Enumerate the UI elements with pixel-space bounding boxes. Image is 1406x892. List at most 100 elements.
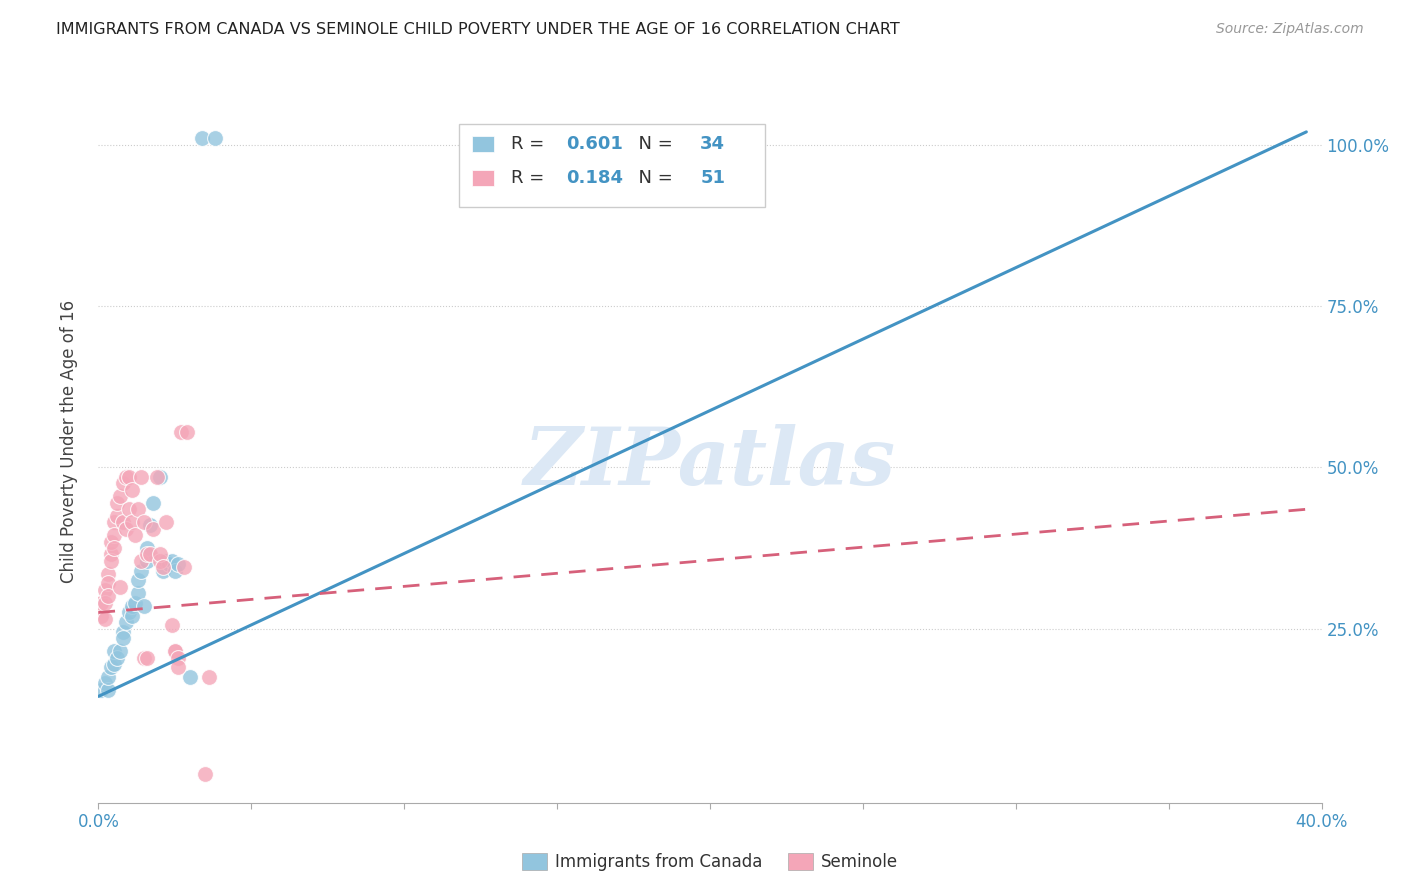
- Point: [111, 624, 134, 639]
- Point: [197, 670, 219, 684]
- Point: [157, 557, 180, 571]
- Text: N =: N =: [627, 169, 678, 186]
- Text: N =: N =: [627, 135, 678, 153]
- Point: [136, 548, 159, 562]
- Point: [90, 682, 112, 697]
- Point: [136, 554, 159, 568]
- Point: [108, 644, 131, 658]
- Text: 51: 51: [700, 169, 725, 186]
- Point: [121, 599, 143, 613]
- Point: [142, 496, 165, 510]
- Point: [97, 590, 120, 604]
- Point: [93, 676, 115, 690]
- Point: [191, 131, 214, 145]
- Point: [129, 564, 152, 578]
- Point: [136, 650, 159, 665]
- FancyBboxPatch shape: [471, 169, 495, 186]
- Point: [129, 470, 152, 484]
- Point: [100, 534, 122, 549]
- Point: [100, 548, 122, 562]
- Point: [173, 560, 195, 574]
- Point: [124, 596, 146, 610]
- Point: [97, 682, 120, 697]
- Point: [103, 644, 125, 658]
- Point: [97, 670, 120, 684]
- Point: [93, 582, 115, 597]
- Point: [152, 564, 174, 578]
- Point: [90, 596, 112, 610]
- Point: [152, 560, 174, 574]
- Point: [115, 522, 138, 536]
- Point: [103, 515, 125, 529]
- Point: [111, 476, 134, 491]
- Point: [118, 606, 141, 620]
- Point: [111, 515, 134, 529]
- Point: [134, 599, 156, 613]
- Point: [103, 528, 125, 542]
- Point: [155, 554, 177, 568]
- Point: [103, 541, 125, 555]
- FancyBboxPatch shape: [471, 136, 495, 152]
- Point: [100, 554, 122, 568]
- Point: [121, 483, 143, 497]
- Point: [163, 564, 186, 578]
- Legend: Immigrants from Canada, Seminole: Immigrants from Canada, Seminole: [515, 846, 905, 878]
- Y-axis label: Child Poverty Under the Age of 16: Child Poverty Under the Age of 16: [59, 300, 77, 583]
- Point: [163, 644, 186, 658]
- Point: [194, 766, 217, 780]
- Point: [121, 608, 143, 623]
- Point: [121, 515, 143, 529]
- Point: [105, 496, 128, 510]
- Text: R =: R =: [510, 135, 550, 153]
- Text: ZIPatlas: ZIPatlas: [524, 425, 896, 502]
- Point: [139, 548, 162, 562]
- Text: 0.601: 0.601: [565, 135, 623, 153]
- Point: [139, 518, 162, 533]
- Point: [97, 576, 120, 591]
- Point: [134, 515, 156, 529]
- Point: [124, 528, 146, 542]
- Point: [145, 470, 167, 484]
- Point: [149, 548, 172, 562]
- Point: [149, 470, 172, 484]
- Point: [167, 660, 190, 674]
- Point: [115, 615, 138, 630]
- Point: [111, 632, 134, 646]
- Point: [149, 554, 172, 568]
- Point: [93, 596, 115, 610]
- Point: [100, 660, 122, 674]
- Text: R =: R =: [510, 169, 550, 186]
- Point: [118, 502, 141, 516]
- Point: [167, 557, 190, 571]
- Point: [93, 612, 115, 626]
- Point: [127, 586, 149, 600]
- Text: 0.184: 0.184: [565, 169, 623, 186]
- Point: [176, 425, 198, 439]
- Point: [136, 541, 159, 555]
- Point: [160, 618, 183, 632]
- Point: [129, 554, 152, 568]
- Point: [97, 566, 120, 581]
- Point: [142, 522, 165, 536]
- Point: [90, 608, 112, 623]
- FancyBboxPatch shape: [460, 124, 765, 207]
- Point: [127, 502, 149, 516]
- Point: [163, 644, 186, 658]
- Point: [115, 470, 138, 484]
- Point: [155, 515, 177, 529]
- Point: [108, 489, 131, 503]
- Point: [105, 650, 128, 665]
- Point: [160, 554, 183, 568]
- Point: [179, 670, 201, 684]
- Point: [170, 425, 193, 439]
- Text: Source: ZipAtlas.com: Source: ZipAtlas.com: [1216, 22, 1364, 37]
- Point: [127, 573, 149, 587]
- Point: [118, 470, 141, 484]
- Text: 34: 34: [700, 135, 725, 153]
- Point: [167, 650, 190, 665]
- Point: [108, 580, 131, 594]
- Text: IMMIGRANTS FROM CANADA VS SEMINOLE CHILD POVERTY UNDER THE AGE OF 16 CORRELATION: IMMIGRANTS FROM CANADA VS SEMINOLE CHILD…: [56, 22, 900, 37]
- Point: [204, 131, 226, 145]
- Point: [105, 508, 128, 523]
- Point: [103, 657, 125, 672]
